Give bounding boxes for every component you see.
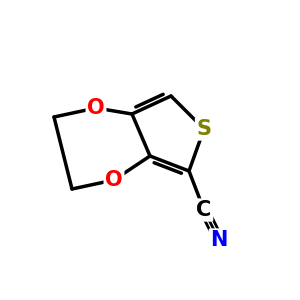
Text: O: O <box>87 98 105 118</box>
Text: S: S <box>196 119 211 139</box>
Text: N: N <box>210 230 228 250</box>
Text: O: O <box>105 170 123 190</box>
Text: C: C <box>196 200 211 220</box>
